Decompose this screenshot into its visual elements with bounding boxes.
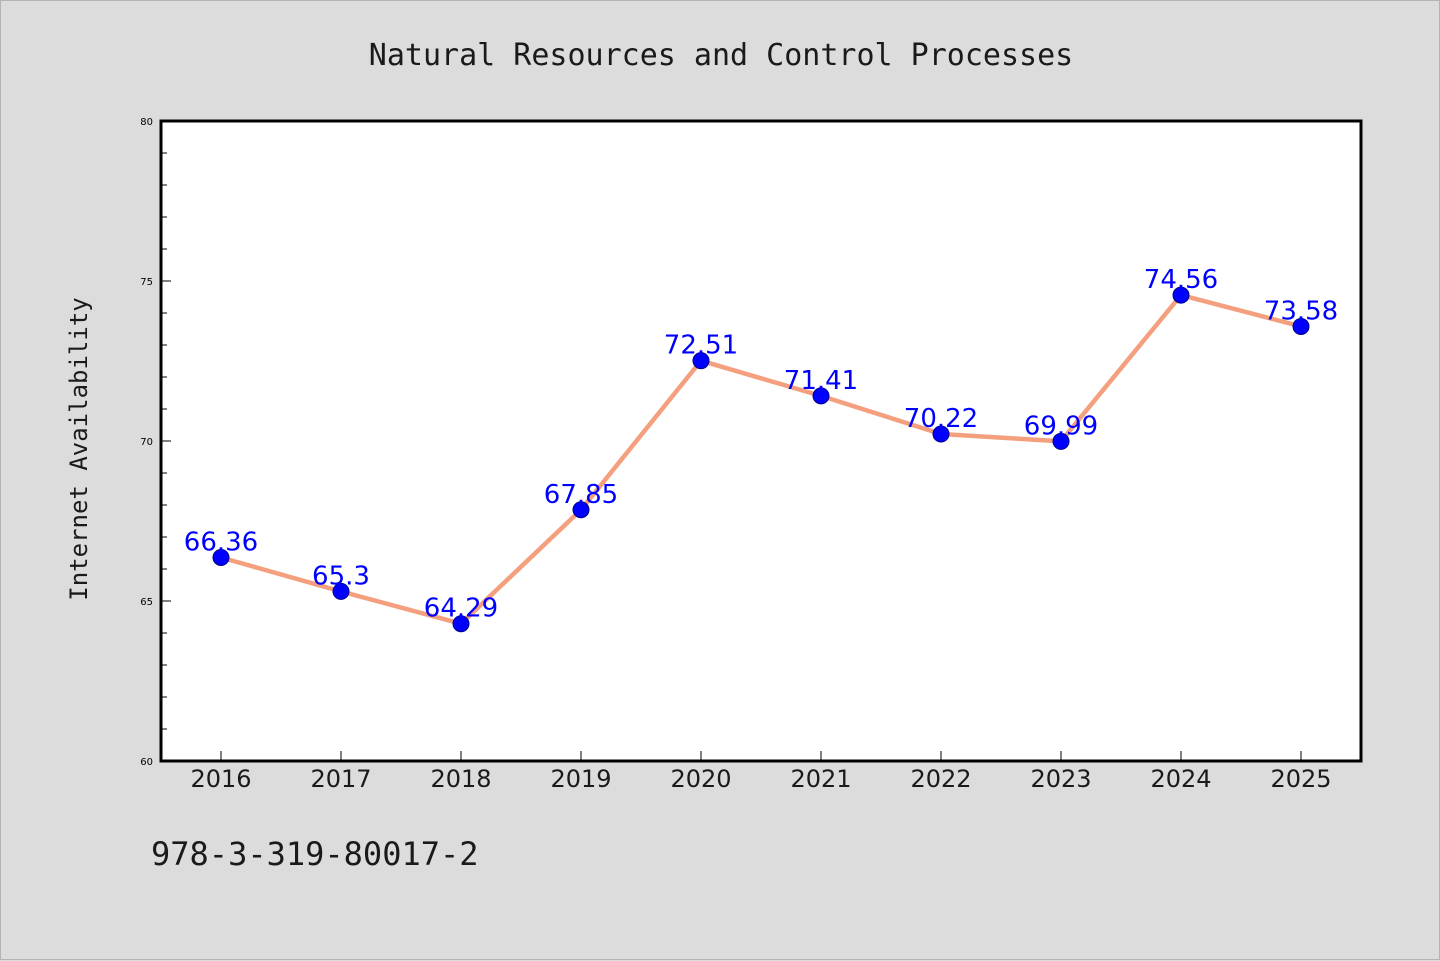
x-tick-label: 2018 xyxy=(430,765,491,793)
series-polyline xyxy=(218,292,1304,626)
x-tick-label: 2017 xyxy=(310,765,371,793)
data-label: 65.3 xyxy=(312,561,370,591)
y-axis-label: Internet Availability xyxy=(65,297,93,600)
data-label: 71.41 xyxy=(784,366,858,396)
data-point xyxy=(572,501,590,519)
y-tick-label: 80 xyxy=(140,117,153,128)
x-tick-label: 2020 xyxy=(670,765,731,793)
data-point xyxy=(1172,286,1190,304)
data-label: 72.51 xyxy=(664,331,738,361)
x-tick-label: 2019 xyxy=(550,765,611,793)
data-point xyxy=(452,615,470,633)
plot-area xyxy=(161,121,1361,761)
data-point xyxy=(932,425,950,443)
data-point xyxy=(812,387,830,405)
data-label: 69.99 xyxy=(1024,411,1098,441)
data-label: 64.29 xyxy=(424,594,498,624)
data-label: 67.85 xyxy=(544,480,618,510)
y-tick-label: 70 xyxy=(140,437,153,448)
series-markers xyxy=(212,286,1310,633)
x-axis-ticks: 2016 2017 2018 2019 2020 2021 2022 2023 2024 2025 xyxy=(190,751,1332,793)
x-tick-label: 2022 xyxy=(910,765,971,793)
data-label: 73.58 xyxy=(1264,296,1338,326)
footer-isbn: 978-3-319-80017-2 xyxy=(151,835,479,873)
y-tick-label: 75 xyxy=(140,277,153,288)
x-tick-label: 2021 xyxy=(790,765,851,793)
data-label: 70.22 xyxy=(904,404,978,434)
plot-border xyxy=(159,119,1363,763)
data-point xyxy=(212,548,230,566)
y-tick-label: 60 xyxy=(140,757,153,768)
data-point xyxy=(332,582,350,600)
chart-title: Natural Resources and Control Processes xyxy=(369,38,1073,73)
data-point xyxy=(692,352,710,370)
x-tick-label: 2025 xyxy=(1270,765,1331,793)
data-label: 66.36 xyxy=(184,527,258,557)
x-tick-label: 2024 xyxy=(1150,765,1211,793)
data-point xyxy=(1292,317,1310,335)
data-labels: 66.36 65.3 64.29 67.85 72.51 71.41 70.22 69.99 7… xyxy=(184,265,1338,624)
series-line xyxy=(218,292,1304,626)
y-tick-label: 65 xyxy=(140,597,153,608)
x-tick-label: 2016 xyxy=(190,765,251,793)
x-tick-label: 2023 xyxy=(1030,765,1091,793)
data-point xyxy=(1052,432,1070,450)
data-label: 74.56 xyxy=(1144,265,1218,295)
